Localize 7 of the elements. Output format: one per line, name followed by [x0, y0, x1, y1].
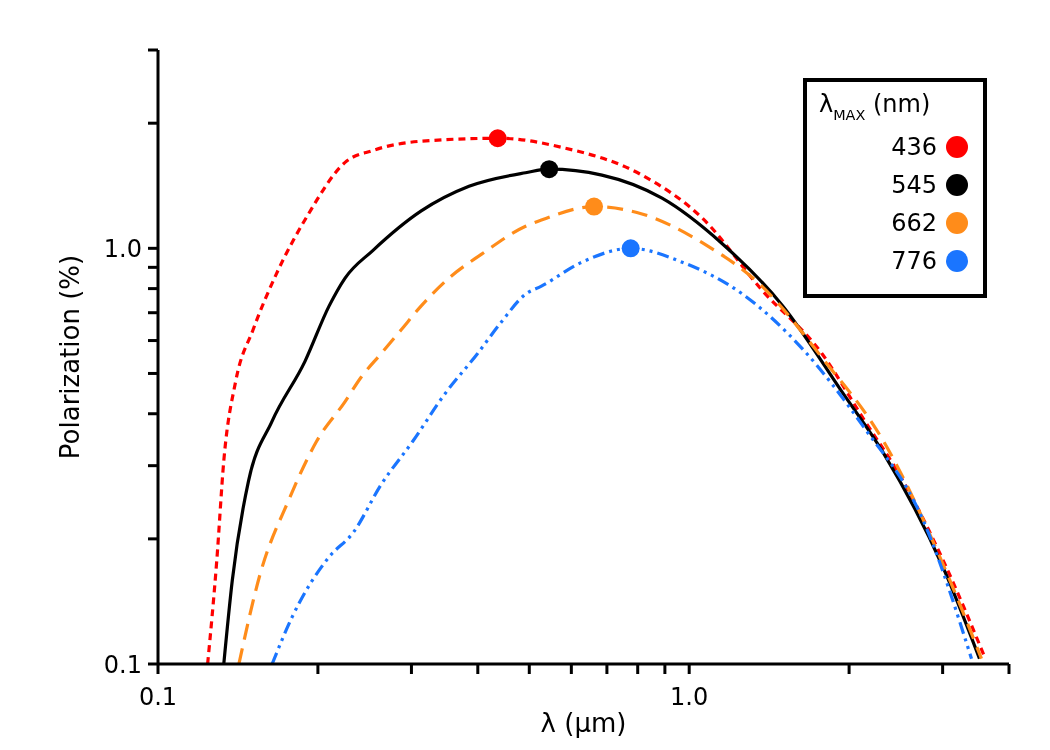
y-axis-title: Polarization (%) [55, 254, 86, 460]
legend-label: 545 [891, 171, 937, 199]
x-axis-title: λ (μm) [540, 708, 627, 738]
legend-title: λ$_{MAX}$ (nm) [819, 90, 931, 123]
legend-label: 776 [891, 247, 937, 275]
legend-label: 436 [891, 133, 937, 161]
legend-label: 662 [891, 209, 937, 237]
